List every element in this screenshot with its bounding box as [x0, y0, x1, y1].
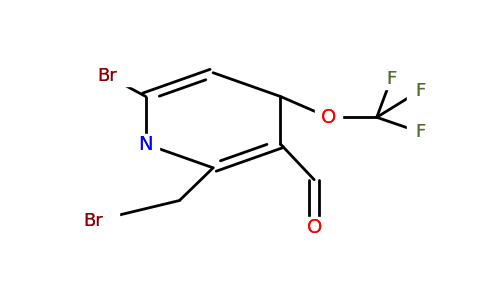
Bar: [133, 134, 159, 154]
Bar: [316, 107, 342, 128]
Text: O: O: [306, 218, 322, 237]
Text: F: F: [415, 82, 425, 100]
Bar: [407, 122, 433, 142]
Text: Br: Br: [97, 67, 117, 85]
Text: F: F: [386, 70, 396, 88]
Bar: [378, 68, 405, 89]
Bar: [407, 80, 433, 101]
Text: F: F: [415, 82, 425, 100]
Text: Br: Br: [83, 212, 103, 230]
Text: F: F: [386, 70, 396, 88]
Text: O: O: [306, 218, 322, 237]
Bar: [81, 65, 134, 86]
Text: F: F: [415, 123, 425, 141]
Text: Br: Br: [83, 212, 103, 230]
Text: Br: Br: [97, 67, 117, 85]
Text: N: N: [138, 135, 153, 154]
Text: O: O: [321, 108, 336, 127]
Bar: [66, 211, 119, 232]
Text: N: N: [138, 135, 153, 154]
Text: F: F: [415, 123, 425, 141]
Bar: [301, 217, 327, 238]
Text: O: O: [321, 108, 336, 127]
